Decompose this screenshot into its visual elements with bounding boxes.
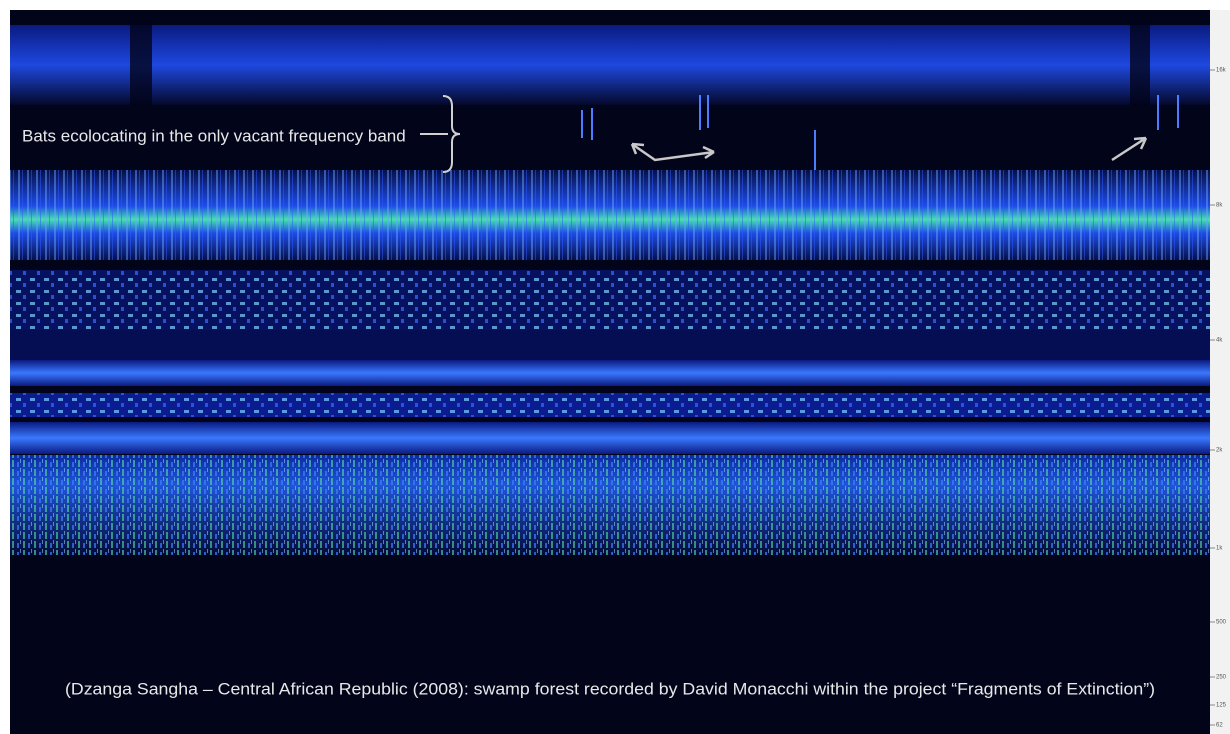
spectrogram-view: Bats ecolocating in the only vacant freq… [0,0,1230,734]
band-texture [10,170,1210,260]
tick-label: 500 [1216,620,1227,626]
annotation: Bats ecolocating in the only vacant freq… [22,126,406,145]
tick-label: 250 [1216,675,1227,681]
page: Bats ecolocating in the only vacant freq… [0,0,1230,734]
tick-label: 2k [1216,448,1223,454]
band [10,360,1210,386]
tick-label: 1k [1216,546,1223,552]
band-texture [10,270,1210,330]
gap [1130,20,1150,105]
band [10,25,1210,105]
tick-label: 62 [1216,723,1223,729]
tick-label: 16k [1216,68,1227,74]
tick-label: 4k [1216,338,1223,344]
tick-label: 125 [1216,703,1227,709]
band-texture [10,455,1210,555]
gap [130,20,152,105]
caption: (Dzanga Sangha – Central African Republi… [65,679,1155,698]
band [10,422,1210,454]
tick-label: 8k [1216,203,1223,209]
band [10,330,1210,360]
band-texture [10,393,1210,417]
